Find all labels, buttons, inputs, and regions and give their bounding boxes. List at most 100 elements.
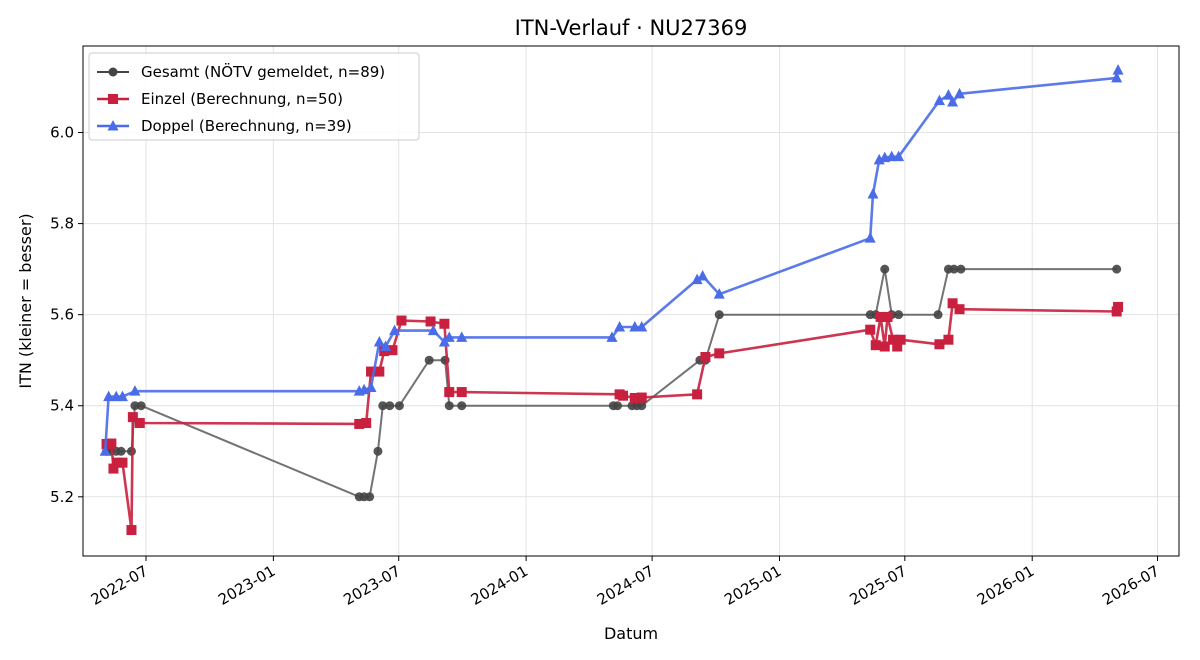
y-tick-label: 5.2 bbox=[50, 488, 74, 506]
chart-title: ITN-Verlauf · NU27369 bbox=[515, 16, 748, 40]
data-point-gesamt bbox=[444, 401, 454, 411]
data-point-einzel bbox=[366, 366, 377, 377]
data-point-gesamt bbox=[424, 355, 434, 365]
y-tick-label: 5.6 bbox=[50, 306, 74, 324]
data-point-einzel bbox=[354, 418, 365, 429]
y-axis: 5.2 5.4 5.6 5.8 6.0 bbox=[50, 124, 83, 506]
data-point-doppel bbox=[893, 150, 905, 162]
data-point-einzel bbox=[714, 348, 725, 359]
data-point-einzel bbox=[425, 316, 436, 327]
data-point-gesamt bbox=[880, 264, 890, 274]
data-point-einzel bbox=[629, 392, 640, 403]
data-point-gesamt bbox=[373, 446, 383, 456]
data-point-einzel bbox=[106, 438, 117, 449]
data-point-einzel bbox=[134, 418, 145, 429]
data-point-doppel bbox=[697, 269, 709, 281]
data-point-doppel bbox=[713, 288, 725, 299]
data-point-doppel bbox=[933, 94, 945, 106]
data-point-einzel bbox=[361, 418, 372, 429]
data-point-gesamt bbox=[1112, 264, 1122, 274]
data-point-gesamt bbox=[378, 401, 388, 411]
data-point-doppel bbox=[636, 320, 648, 332]
series-layer bbox=[99, 64, 1124, 536]
data-point-einzel bbox=[374, 366, 385, 377]
data-point-einzel bbox=[882, 311, 893, 322]
data-point-doppel bbox=[629, 320, 641, 332]
legend-marker-doppel bbox=[107, 120, 119, 131]
data-point-doppel bbox=[942, 89, 954, 100]
data-point-doppel bbox=[867, 187, 879, 199]
data-point-doppel bbox=[954, 87, 966, 99]
data-point-einzel bbox=[618, 390, 629, 401]
data-point-doppel bbox=[129, 385, 141, 396]
data-point-einzel bbox=[456, 387, 467, 398]
series-einzel bbox=[101, 298, 1124, 536]
data-point-gesamt bbox=[949, 264, 959, 274]
data-point-einzel bbox=[692, 389, 703, 400]
data-point-gesamt bbox=[894, 310, 904, 320]
data-point-einzel bbox=[870, 340, 881, 351]
data-point-einzel bbox=[379, 346, 390, 357]
series-doppel bbox=[99, 64, 1124, 456]
legend-label-einzel: Einzel (Berechnung, n=50) bbox=[141, 90, 343, 108]
data-point-einzel bbox=[875, 311, 886, 322]
data-point-einzel bbox=[117, 457, 128, 468]
data-point-einzel bbox=[396, 315, 407, 326]
data-point-doppel bbox=[691, 273, 703, 285]
data-point-doppel bbox=[99, 445, 111, 456]
data-point-gesamt bbox=[714, 310, 724, 320]
data-point-doppel bbox=[373, 335, 385, 347]
data-point-doppel bbox=[427, 324, 439, 336]
data-point-doppel bbox=[456, 331, 468, 342]
data-point-doppel bbox=[1111, 71, 1123, 83]
data-point-einzel bbox=[895, 334, 906, 345]
legend-marker-einzel bbox=[108, 94, 118, 104]
plot-frame bbox=[82, 45, 1180, 557]
y-axis-label: ITN (kleiner = besser) bbox=[16, 213, 35, 388]
y-tick-label: 5.8 bbox=[50, 215, 74, 233]
data-point-doppel bbox=[103, 390, 115, 402]
data-point-doppel bbox=[947, 96, 959, 107]
legend-frame bbox=[88, 52, 420, 141]
data-point-einzel bbox=[888, 334, 899, 345]
data-point-einzel bbox=[879, 341, 890, 352]
data-point-doppel bbox=[614, 320, 626, 332]
data-point-einzel bbox=[700, 352, 711, 363]
y-tick-label: 5.4 bbox=[50, 397, 74, 415]
data-point-gesamt bbox=[130, 401, 140, 411]
data-point-gesamt bbox=[933, 310, 943, 320]
legend-label-doppel: Doppel (Berechnung, n=39) bbox=[141, 117, 352, 135]
data-point-gesamt bbox=[612, 401, 622, 411]
data-point-einzel bbox=[1113, 301, 1124, 312]
y-tick-label: 6.0 bbox=[50, 124, 74, 142]
data-point-einzel bbox=[636, 392, 647, 403]
data-point-gesamt bbox=[116, 446, 126, 456]
data-point-gesamt bbox=[394, 401, 404, 411]
data-point-gesamt bbox=[637, 401, 647, 411]
data-point-doppel bbox=[116, 390, 128, 402]
data-point-einzel bbox=[108, 463, 119, 474]
legend-label-gesamt: Gesamt (NÖTV gemeldet, n=89) bbox=[141, 62, 385, 81]
data-point-doppel bbox=[389, 324, 401, 336]
data-point-doppel bbox=[606, 331, 618, 342]
data-point-einzel bbox=[947, 298, 958, 309]
data-point-einzel bbox=[865, 324, 876, 335]
data-point-einzel bbox=[439, 318, 450, 329]
series-gesamt bbox=[102, 264, 1122, 502]
data-point-gesamt bbox=[385, 401, 395, 411]
data-point-einzel bbox=[892, 341, 903, 352]
data-point-einzel bbox=[444, 387, 455, 398]
data-point-gesamt bbox=[365, 492, 375, 502]
data-point-einzel bbox=[127, 412, 138, 423]
data-point-doppel bbox=[864, 232, 876, 243]
legend: Gesamt (NÖTV gemeldet, n=89) Einzel (Bere… bbox=[88, 52, 420, 141]
data-point-einzel bbox=[126, 525, 137, 536]
data-point-gesamt bbox=[457, 401, 467, 411]
data-point-einzel bbox=[934, 339, 945, 350]
data-point-einzel bbox=[943, 334, 954, 345]
data-point-doppel bbox=[365, 381, 377, 393]
data-point-einzel bbox=[111, 457, 122, 468]
data-point-einzel bbox=[954, 304, 965, 315]
x-axis-label: Datum bbox=[604, 624, 658, 643]
